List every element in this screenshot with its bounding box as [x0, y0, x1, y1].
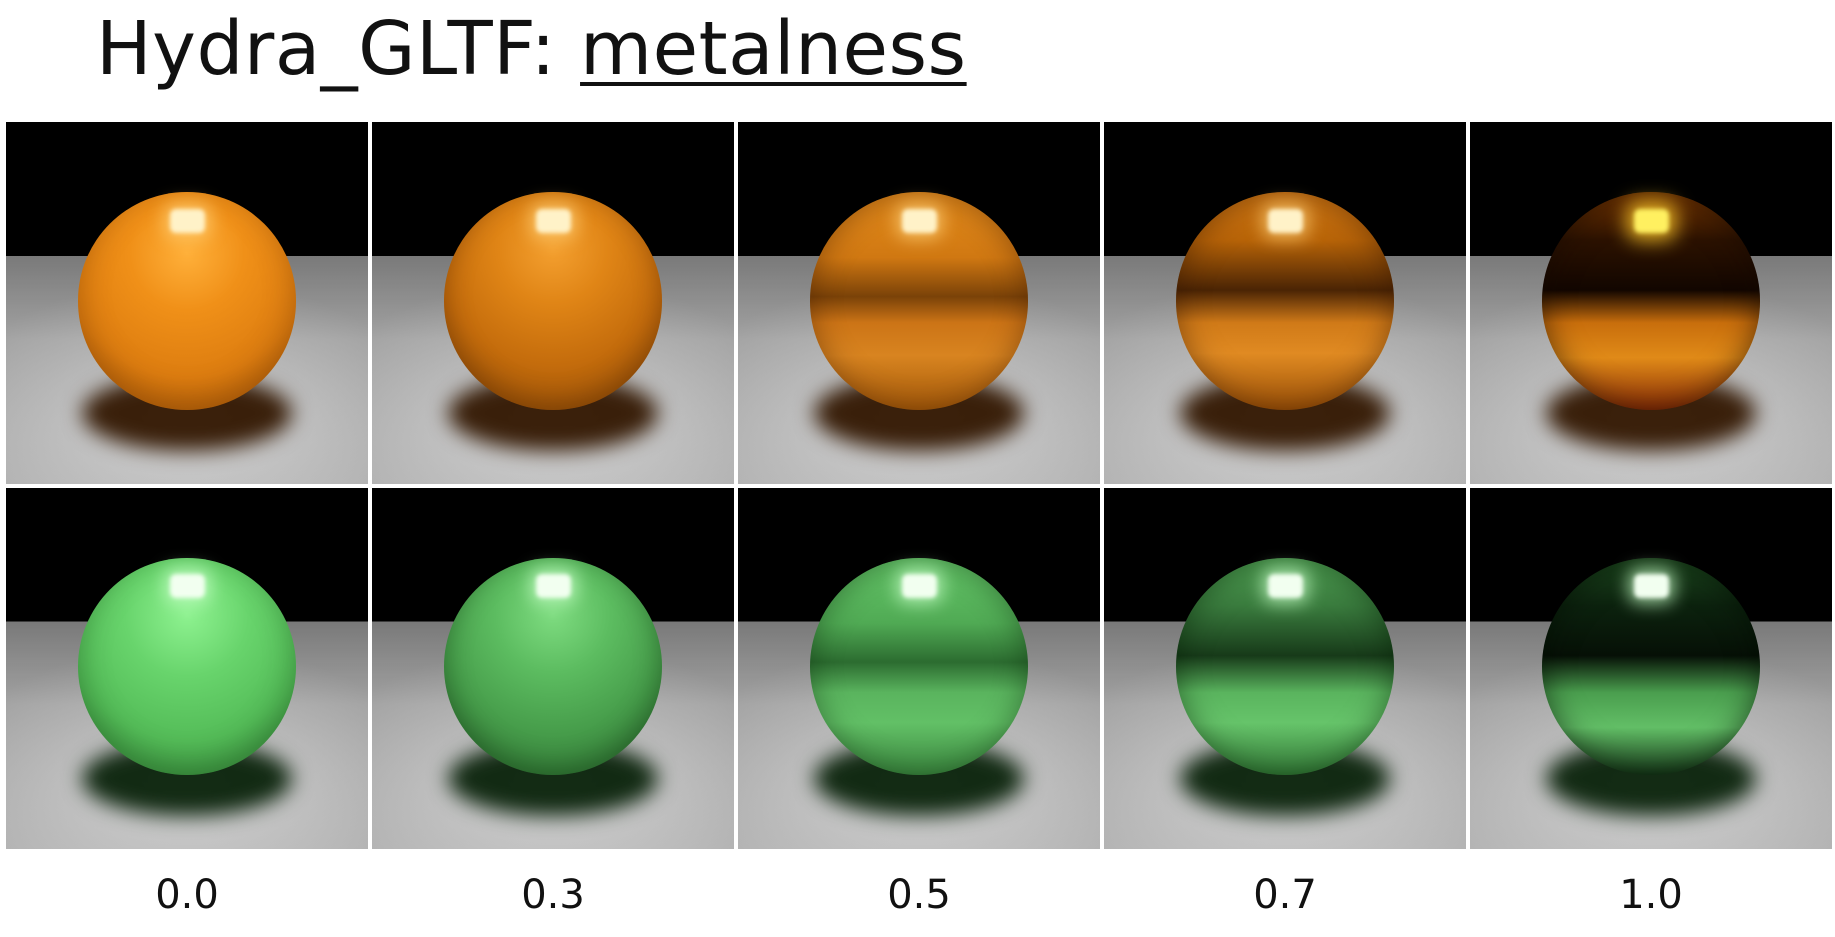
specular-highlight: [535, 208, 571, 233]
render-orange-metalness-1: [1470, 122, 1832, 484]
specular-highlight: [1633, 208, 1669, 233]
specular-highlight: [901, 208, 937, 233]
title-metalness: metalness: [580, 6, 967, 92]
render-grid: [6, 122, 1832, 849]
specular-highlight: [1267, 208, 1303, 233]
render-orange-metalness-05: [738, 122, 1100, 484]
metalness-label: 0.3: [521, 872, 585, 918]
metalness-label: 0.0: [155, 872, 219, 918]
render-orange-metalness-0: [6, 122, 368, 484]
render-green-metalness-03: [372, 487, 734, 849]
title-prefix: Hydra_GLTF:: [96, 6, 581, 92]
metalness-labels: 0.0 0.3 0.5 0.7 1.0: [6, 870, 1832, 920]
specular-highlight: [1267, 574, 1303, 599]
metalness-label: 0.7: [1253, 872, 1317, 918]
render-green-metalness-0: [6, 487, 368, 849]
specular-highlight: [535, 574, 571, 599]
specular-highlight: [1633, 574, 1669, 599]
metalness-label: 0.5: [887, 872, 951, 918]
specular-highlight: [901, 574, 937, 599]
render-orange-metalness-03: [372, 122, 734, 484]
specular-highlight: [169, 574, 205, 599]
page-title: Hydra_GLTF: metalness: [96, 4, 967, 94]
render-green-metalness-07: [1104, 487, 1466, 849]
render-orange-metalness-07: [1104, 122, 1466, 484]
metalness-label: 1.0: [1619, 872, 1683, 918]
render-green-metalness-05: [738, 487, 1100, 849]
specular-highlight: [169, 208, 205, 233]
render-green-metalness-1: [1470, 487, 1832, 849]
